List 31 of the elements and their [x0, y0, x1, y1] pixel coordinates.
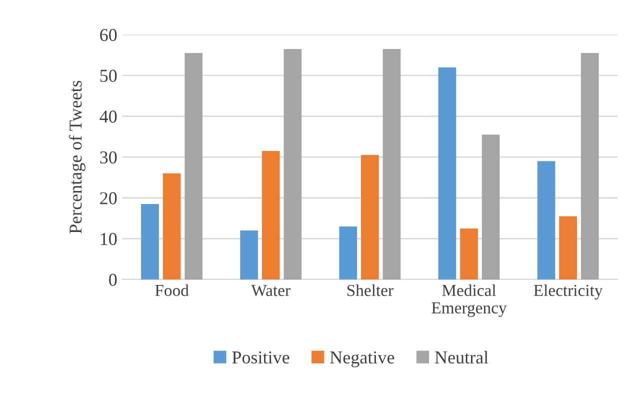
bar — [162, 173, 181, 280]
x-tick-label: Food — [155, 284, 189, 296]
bar — [284, 48, 302, 280]
bar — [438, 67, 456, 280]
y-tick-label: 10 — [100, 232, 117, 246]
bar — [361, 155, 379, 280]
x-tick-label: Water — [251, 284, 290, 296]
bar — [482, 134, 500, 280]
x-tick-label: Electricity — [534, 284, 603, 300]
bar — [559, 216, 577, 280]
y-tick-label: 50 — [100, 70, 117, 82]
y-tick-label: 30 — [100, 151, 117, 164]
bar — [537, 161, 556, 280]
y-axis-title: Percentage of Tweets — [68, 80, 86, 234]
legend-label: Neutral — [435, 350, 488, 364]
legend-label: Negative — [330, 351, 394, 368]
x-tick-label: Medical Emergency — [432, 284, 507, 317]
y-tick-label: 40 — [100, 110, 117, 123]
y-tick-label: 0 — [109, 274, 117, 286]
y-tick-label: 60 — [100, 28, 117, 42]
y-tick-label: 20 — [100, 192, 117, 204]
bar — [240, 230, 258, 280]
bar — [382, 48, 401, 280]
x-tick-label: Shelter — [347, 284, 394, 296]
bar — [141, 204, 159, 280]
bar — [339, 226, 358, 280]
bar — [262, 150, 280, 280]
bar — [580, 53, 599, 280]
bar — [184, 53, 203, 280]
bar — [460, 228, 478, 280]
legend-label: Positive — [232, 351, 290, 364]
